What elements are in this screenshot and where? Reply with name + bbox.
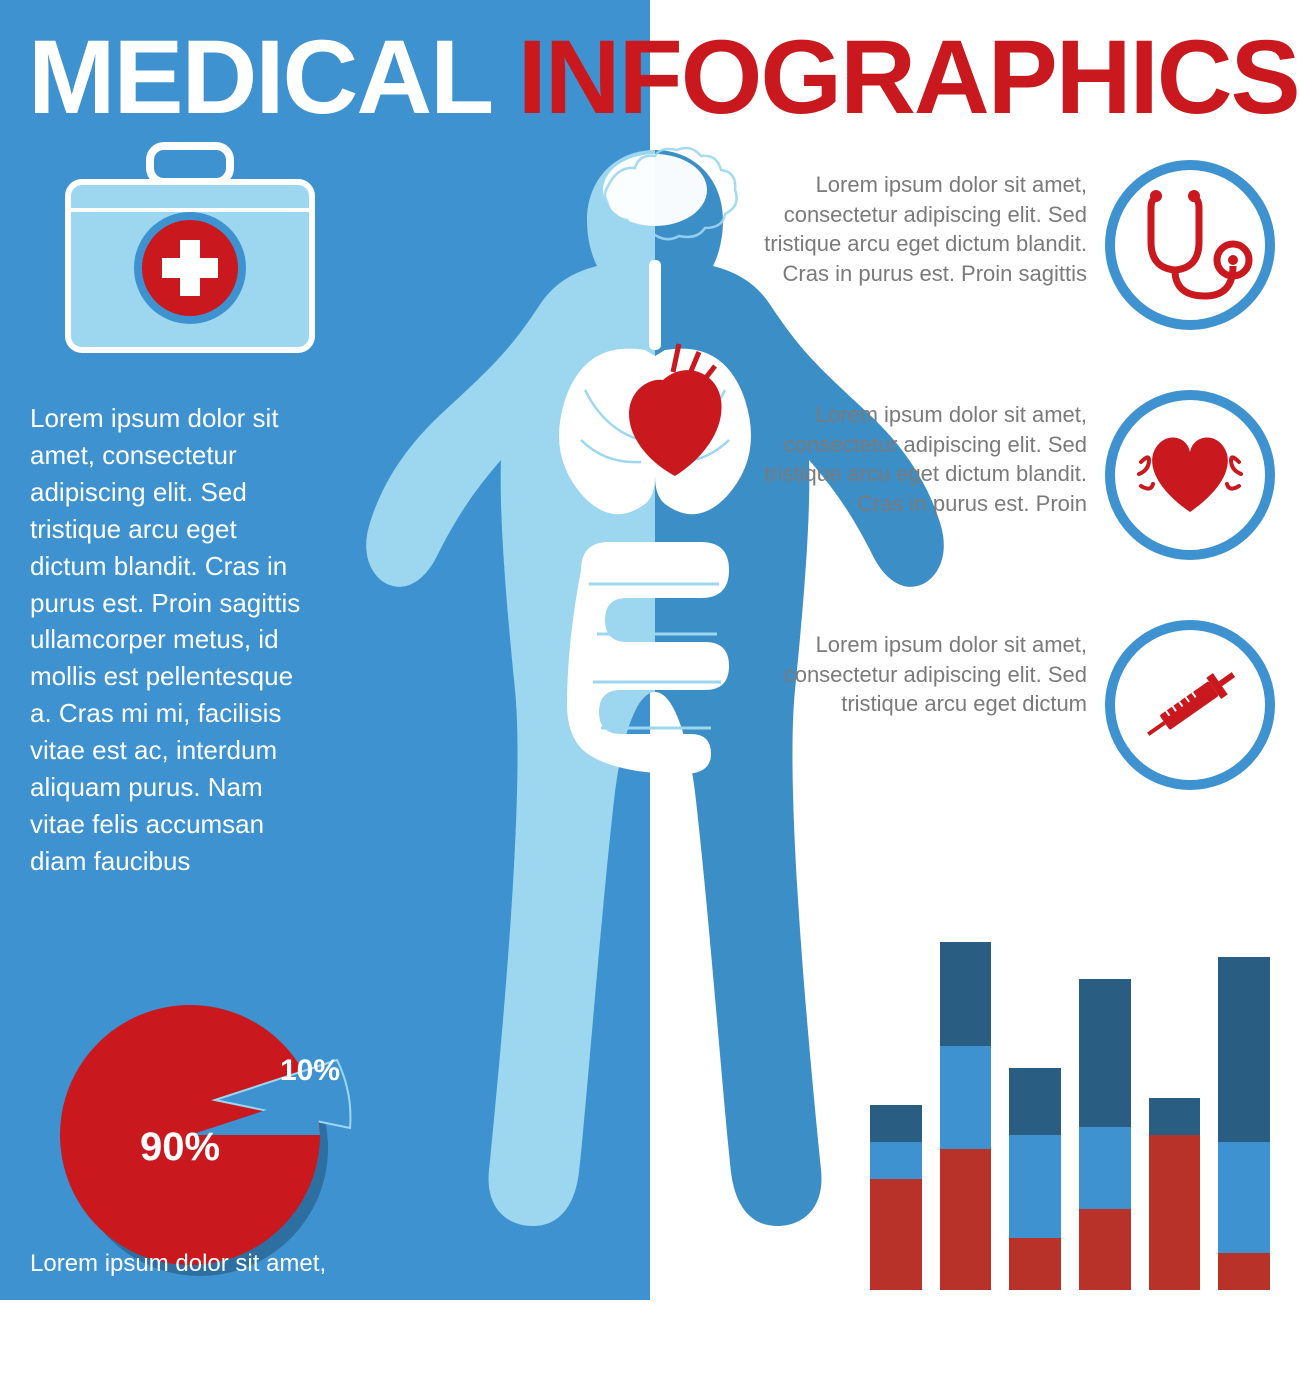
main-title: MEDICAL INFOGRAPHICS — [28, 18, 1299, 138]
bar-1-seg-top — [870, 1105, 922, 1142]
bar-5-seg-bottom — [1149, 1135, 1201, 1290]
bar-3-seg-mid — [1009, 1135, 1061, 1239]
title-word-2: INFOGRAPHICS — [518, 19, 1299, 136]
left-paragraph: Lorem ipsum dolor sit amet, consectetur … — [30, 400, 320, 880]
stethoscope-icon — [1105, 160, 1275, 330]
callout-heart: Lorem ipsum dolor sit amet, consectetur … — [735, 390, 1275, 560]
bar-2 — [940, 920, 992, 1290]
pie-chart: 90% 10% — [50, 980, 360, 1280]
infographic-canvas: MEDICAL INFOGRAPHICS Lorem ipsum dolor s… — [0, 0, 1299, 1390]
bar-4-seg-bottom — [1079, 1209, 1131, 1290]
bar-4 — [1079, 920, 1131, 1290]
bar-6-seg-top — [1218, 957, 1270, 1142]
bar-2-seg-mid — [940, 1046, 992, 1150]
callout-text-3: Lorem ipsum dolor sit amet, consectetur … — [735, 620, 1087, 719]
bar-5 — [1149, 920, 1201, 1290]
pie-label-90: 90% — [140, 1125, 220, 1169]
callout-stethoscope: Lorem ipsum dolor sit amet, consectetur … — [735, 160, 1275, 330]
bar-1-seg-mid — [870, 1142, 922, 1179]
bar-5-seg-top — [1149, 1098, 1201, 1135]
callout-syringe: Lorem ipsum dolor sit amet, consectetur … — [735, 620, 1275, 790]
bar-4-seg-mid — [1079, 1127, 1131, 1208]
callout-text-1: Lorem ipsum dolor sit amet, consectetur … — [735, 160, 1087, 289]
bar-3-seg-bottom — [1009, 1238, 1061, 1290]
heart-icon — [1105, 390, 1275, 560]
bar-6-seg-bottom — [1218, 1253, 1270, 1290]
bar-6-seg-mid — [1218, 1142, 1270, 1253]
first-aid-kit-icon — [60, 140, 320, 360]
bar-2-seg-bottom — [940, 1149, 992, 1290]
callout-text-2: Lorem ipsum dolor sit amet, consectetur … — [735, 390, 1087, 519]
pie-label-10: 10% — [280, 1054, 340, 1087]
bar-4-seg-top — [1079, 979, 1131, 1127]
bar-6 — [1218, 920, 1270, 1290]
bar-1-seg-bottom — [870, 1179, 922, 1290]
bar-chart — [870, 920, 1270, 1290]
title-word-1: MEDICAL — [28, 19, 490, 136]
syringe-icon — [1105, 620, 1275, 790]
bar-3 — [1009, 920, 1061, 1290]
bar-1 — [870, 920, 922, 1290]
callout-list: Lorem ipsum dolor sit amet, consectetur … — [735, 160, 1275, 850]
bar-3-seg-top — [1009, 1068, 1061, 1135]
bar-2-seg-top — [940, 942, 992, 1046]
